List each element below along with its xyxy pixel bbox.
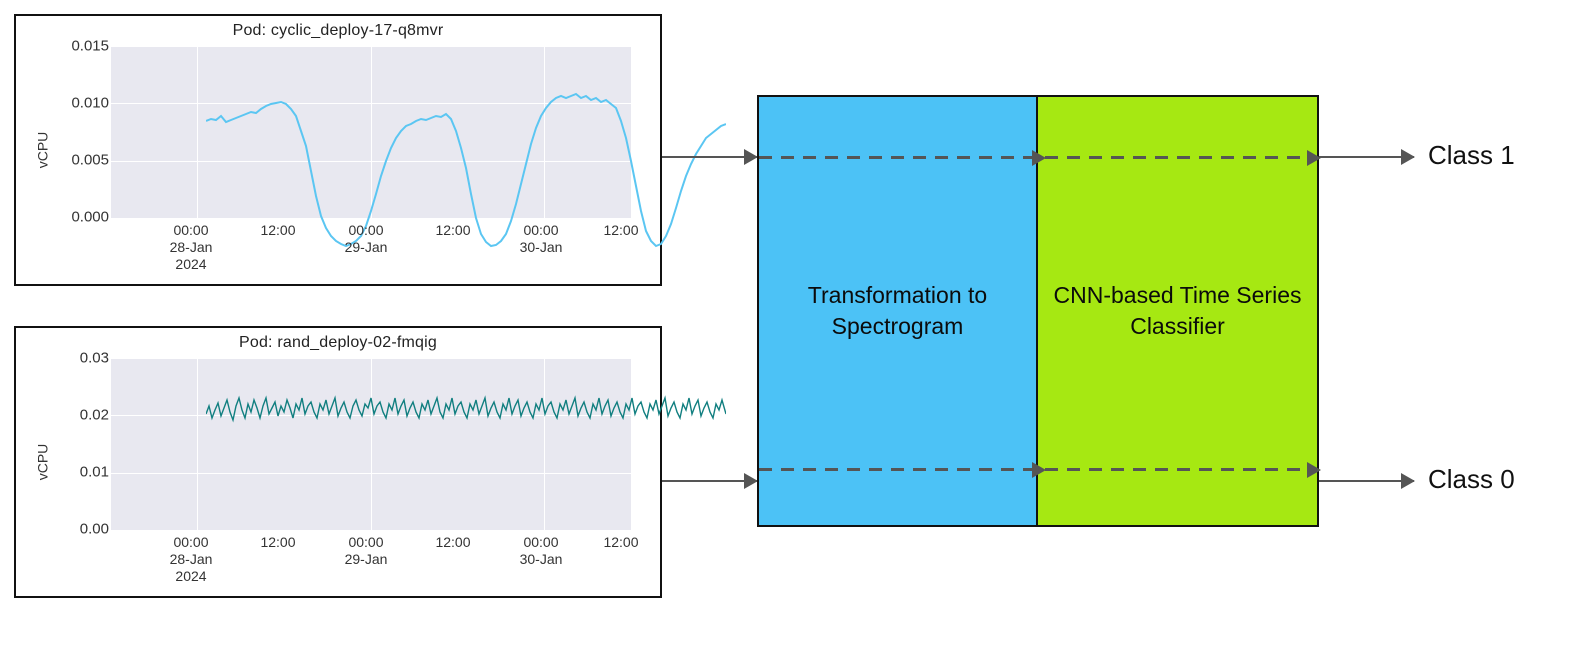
chart-random-ytick-2: 0.01 (54, 464, 109, 481)
chart-cyclic-ytick-0: 0.015 (54, 38, 109, 55)
chart-cyclic-xtick-5: 12:00 (586, 222, 656, 239)
chart-cyclic-plot-area (111, 46, 631, 218)
chart-random-plot-area (111, 358, 631, 530)
chart-random-ytick-1: 0.02 (54, 407, 109, 424)
class0-label: Class 0 (1428, 464, 1515, 495)
chart-cyclic-xtick-0: 00:00 28-Jan 2024 (156, 222, 226, 273)
chart-random-xtick-2: 00:00 29-Jan (331, 534, 401, 568)
chart-random-ytick-3: 0.00 (54, 521, 109, 538)
class1-label: Class 1 (1428, 140, 1515, 171)
chart-random-xtick-5: 12:00 (586, 534, 656, 551)
chart-random-xtick-1: 12:00 (243, 534, 313, 551)
chart-random-ylabel: vCPU (34, 444, 50, 481)
arrow-top-to-pipeline (662, 156, 757, 158)
chart-random-ytick-0: 0.03 (54, 350, 109, 367)
arrow-pipeline-to-class1 (1319, 156, 1414, 158)
chart-random-container: Pod: rand_deploy-02-fmqig vCPU 0.03 0.02… (14, 326, 662, 598)
chart-random-title: Pod: rand_deploy-02-fmqig (16, 334, 660, 352)
chart-random-xtick-0: 00:00 28-Jan 2024 (156, 534, 226, 585)
chart-cyclic-ytick-3: 0.000 (54, 209, 109, 226)
chart-cyclic-ytick-1: 0.010 (54, 95, 109, 112)
pipeline-container: Transformation to Spectrogram CNN-based … (757, 95, 1319, 527)
chart-cyclic-xtick-1: 12:00 (243, 222, 313, 239)
chart-cyclic-xtick-3: 12:00 (418, 222, 488, 239)
flow-row-top (759, 157, 1317, 159)
diagram-scene: Pod: cyclic_deploy-17-q8mvr vCPU 0.015 0… (0, 0, 1587, 650)
arrow-bottom-to-pipeline (662, 480, 757, 482)
chart-random-xtick-3: 12:00 (418, 534, 488, 551)
chart-cyclic-ytick-2: 0.005 (54, 152, 109, 169)
flow-row-bottom (759, 469, 1317, 471)
cnn-classifier-box: CNN-based Time Series Classifier (1038, 97, 1317, 525)
chart-random-xtick-4: 00:00 30-Jan (506, 534, 576, 568)
arrow-pipeline-to-class0 (1319, 480, 1414, 482)
chart-cyclic-title: Pod: cyclic_deploy-17-q8mvr (16, 22, 660, 40)
chart-cyclic-container: Pod: cyclic_deploy-17-q8mvr vCPU 0.015 0… (14, 14, 662, 286)
chart-cyclic-ylabel: vCPU (34, 132, 50, 169)
chart-cyclic-xtick-2: 00:00 29-Jan (331, 222, 401, 256)
chart-cyclic-xtick-4: 00:00 30-Jan (506, 222, 576, 256)
transformation-box: Transformation to Spectrogram (759, 97, 1038, 525)
